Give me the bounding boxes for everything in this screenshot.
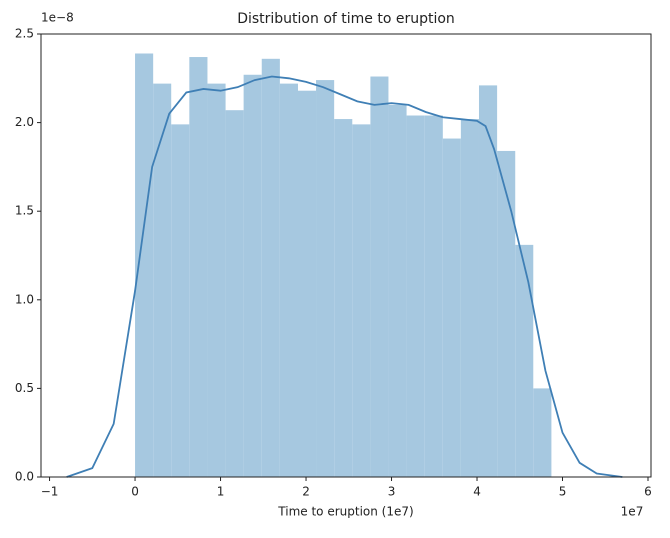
y-offset-label: 1e−8 bbox=[41, 11, 74, 25]
y-tick-label: 2.5 bbox=[15, 27, 34, 41]
bar bbox=[388, 104, 407, 477]
x-offset-label: 1e7 bbox=[621, 505, 644, 519]
bar bbox=[515, 244, 534, 477]
bar bbox=[297, 90, 317, 477]
x-tick-label: 3 bbox=[388, 485, 396, 499]
x-tick-label: 1 bbox=[217, 485, 225, 499]
x-tick-label: 0 bbox=[131, 485, 139, 499]
y-tick-label: 2.0 bbox=[15, 115, 34, 129]
bar bbox=[243, 74, 262, 478]
bar bbox=[135, 53, 154, 477]
x-tick-label: 5 bbox=[559, 485, 567, 499]
bar bbox=[352, 124, 371, 477]
x-tick-label: 4 bbox=[473, 485, 481, 499]
x-tick-label: 2 bbox=[302, 485, 310, 499]
bar bbox=[189, 57, 208, 477]
y-tick-label: 0.0 bbox=[15, 470, 34, 484]
bar bbox=[533, 388, 552, 477]
x-axis-label: Time to eruption (1e7) bbox=[277, 505, 413, 519]
bar bbox=[207, 83, 226, 477]
bar bbox=[460, 119, 479, 477]
bar bbox=[261, 58, 280, 478]
chart-title: Distribution of time to eruption bbox=[237, 11, 455, 27]
bar bbox=[279, 83, 298, 477]
plot-frame bbox=[40, 33, 652, 478]
x-tick-label: −1 bbox=[41, 485, 59, 499]
bar bbox=[334, 119, 353, 477]
bar bbox=[406, 115, 425, 478]
bar bbox=[424, 115, 443, 478]
y-tick-label: 0.5 bbox=[15, 381, 34, 395]
kde-line bbox=[66, 75, 623, 478]
y-tick-label: 1.5 bbox=[15, 204, 34, 218]
bar bbox=[370, 76, 389, 477]
bar bbox=[478, 85, 498, 477]
bar bbox=[316, 80, 335, 478]
bar bbox=[497, 150, 516, 477]
y-tick-label: 1.0 bbox=[15, 292, 34, 306]
bar bbox=[171, 124, 190, 477]
x-tick-label: 6 bbox=[644, 485, 652, 499]
bar bbox=[153, 83, 172, 477]
bar bbox=[225, 110, 244, 478]
bar bbox=[442, 138, 461, 477]
